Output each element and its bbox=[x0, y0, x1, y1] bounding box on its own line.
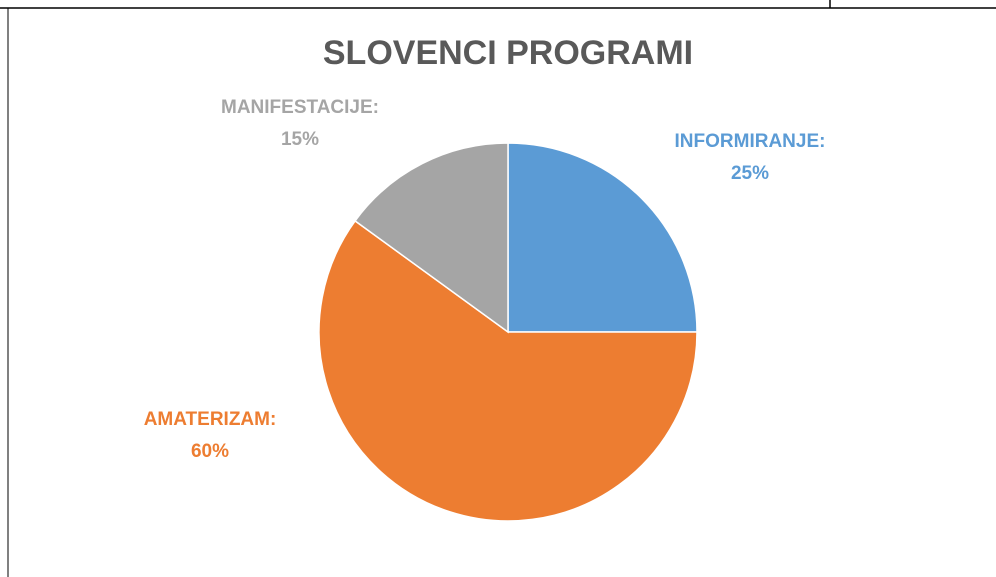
slice-value-label: 60% bbox=[191, 441, 229, 462]
slice-value-label: 15% bbox=[281, 129, 319, 150]
slice-value-label: 25% bbox=[731, 163, 769, 184]
pie-slice bbox=[354, 142, 509, 334]
slice-category-label: MANIFESTACIJE: bbox=[221, 97, 379, 118]
pie-slice bbox=[507, 142, 698, 333]
chart-title: SLOVENCI PROGRAMI bbox=[323, 34, 693, 72]
pie-slice bbox=[318, 219, 698, 522]
slice-category-label: AMATERIZAM: bbox=[144, 409, 277, 430]
slice-category-label: INFORMIRANJE: bbox=[675, 131, 826, 152]
